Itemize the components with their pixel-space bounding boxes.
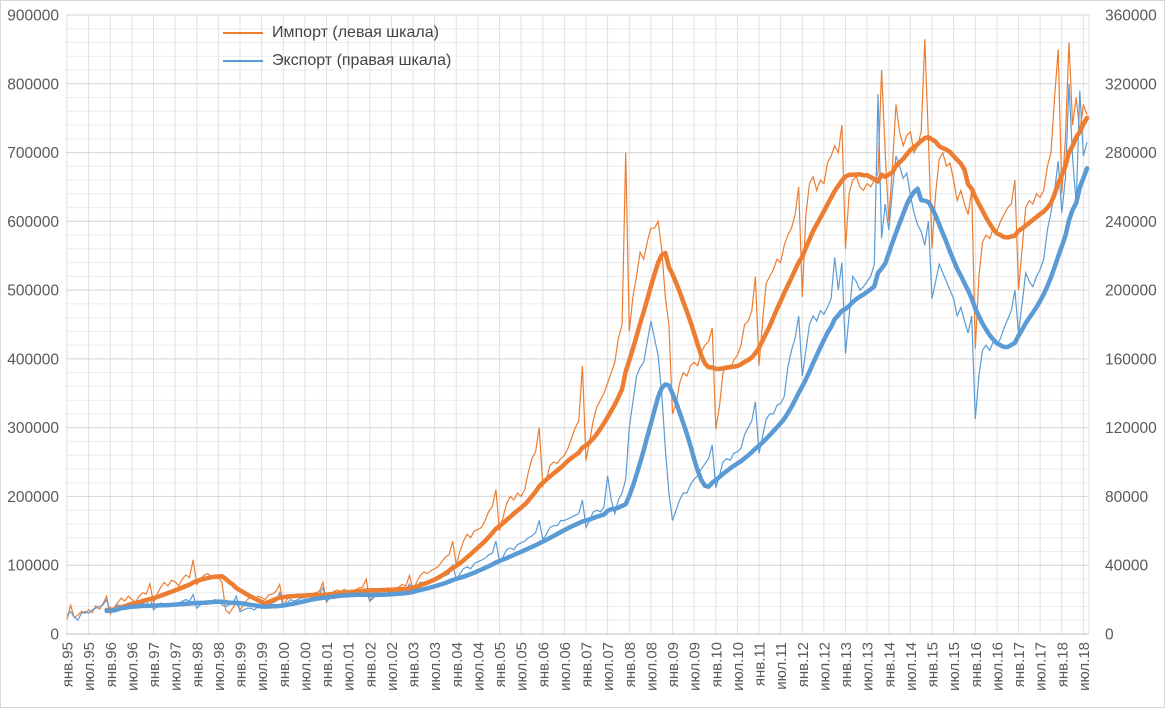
export-line-swatch (223, 60, 263, 62)
svg-text:июл.02: июл.02 (384, 642, 401, 691)
svg-text:800000: 800000 (7, 76, 59, 93)
svg-text:янв.09: янв.09 (665, 642, 682, 687)
svg-text:янв.13: янв.13 (838, 642, 855, 687)
svg-text:80000: 80000 (1105, 489, 1148, 506)
legend-item-import: Импорт (левая шкала) (223, 19, 451, 47)
svg-text:июл.00: июл.00 (297, 642, 314, 691)
export-trend-line (104, 166, 1090, 614)
svg-text:600000: 600000 (7, 214, 59, 231)
svg-text:янв.17: янв.17 (1011, 642, 1028, 687)
svg-text:июл.09: июл.09 (687, 642, 704, 691)
svg-text:июл.07: июл.07 (600, 642, 617, 691)
svg-text:янв.98: янв.98 (189, 642, 206, 687)
svg-text:280000: 280000 (1105, 145, 1157, 162)
svg-text:янв.08: янв.08 (622, 642, 639, 687)
svg-text:июл.03: июл.03 (427, 642, 444, 691)
svg-text:0: 0 (50, 627, 59, 644)
svg-text:июл.10: июл.10 (730, 642, 747, 691)
svg-text:янв.14: янв.14 (881, 642, 898, 687)
svg-text:июл.01: июл.01 (341, 642, 358, 691)
svg-text:360000: 360000 (1105, 8, 1157, 25)
svg-text:янв.95: янв.95 (60, 642, 77, 687)
svg-text:160000: 160000 (1105, 351, 1157, 368)
svg-text:янв.01: янв.01 (319, 642, 336, 687)
svg-text:июл.15: июл.15 (946, 642, 963, 691)
svg-text:июл.04: июл.04 (470, 642, 487, 691)
svg-text:июл.14: июл.14 (903, 642, 920, 691)
svg-text:янв.16: янв.16 (968, 642, 985, 687)
svg-text:янв.12: янв.12 (795, 642, 812, 687)
svg-text:июл.96: июл.96 (124, 642, 141, 691)
svg-text:июл.17: июл.17 (1033, 642, 1050, 691)
svg-text:янв.10: янв.10 (708, 642, 725, 687)
svg-text:июл.13: июл.13 (860, 642, 877, 691)
svg-text:янв.06: янв.06 (535, 642, 552, 687)
svg-text:240000: 240000 (1105, 214, 1157, 231)
svg-text:июл.06: июл.06 (557, 642, 574, 691)
svg-text:200000: 200000 (1105, 283, 1157, 300)
chart-legend: Импорт (левая шкала) Экспорт (правая шка… (223, 19, 451, 75)
svg-text:320000: 320000 (1105, 76, 1157, 93)
svg-text:700000: 700000 (7, 145, 59, 162)
export-monthly-line (66, 83, 1088, 622)
right-axis-labels: 0 40000 80000 120000 160000 200000 240000 28000… (1105, 8, 1157, 644)
gridlines-horizontal-minor (66, 28, 1089, 621)
svg-text:янв.05: янв.05 (492, 642, 509, 687)
svg-text:июл.98: июл.98 (211, 642, 228, 691)
svg-text:200000: 200000 (7, 489, 59, 506)
svg-text:янв.07: янв.07 (579, 642, 596, 687)
svg-text:янв.00: янв.00 (276, 642, 293, 687)
svg-text:июл.18: июл.18 (1076, 642, 1093, 691)
svg-text:янв.04: янв.04 (449, 642, 466, 687)
svg-text:300000: 300000 (7, 420, 59, 437)
x-axis-labels: янв.95 июл.95 янв.96 июл.96 янв.97 июл.97 янв.… (60, 642, 1093, 691)
left-axis-labels: 0 100000 200000 300000 400000 500000 600000 700… (7, 8, 59, 644)
svg-text:июл.11: июл.11 (773, 642, 790, 690)
svg-text:янв.99: янв.99 (233, 642, 250, 687)
legend-label-import: Импорт (левая шкала) (272, 24, 439, 41)
import-monthly-line (66, 39, 1088, 620)
svg-text:июл.16: июл.16 (989, 642, 1006, 691)
svg-text:июл.05: июл.05 (514, 642, 531, 691)
svg-text:янв.97: янв.97 (146, 642, 163, 687)
gridlines-horizontal-major (66, 14, 1089, 566)
svg-text:янв.18: янв.18 (1054, 642, 1071, 687)
svg-text:янв.02: янв.02 (362, 642, 379, 687)
svg-text:июл.12: июл.12 (816, 642, 833, 691)
svg-text:янв.03: янв.03 (406, 642, 423, 687)
svg-text:июл.97: июл.97 (168, 642, 185, 691)
svg-text:900000: 900000 (7, 8, 59, 25)
svg-text:июл.99: июл.99 (254, 642, 271, 691)
import-trend-line (104, 115, 1090, 613)
svg-text:0: 0 (1105, 627, 1114, 644)
svg-text:янв.96: янв.96 (103, 642, 120, 687)
legend-item-export: Экспорт (правая шкала) (223, 47, 451, 75)
svg-text:500000: 500000 (7, 283, 59, 300)
svg-text:янв.15: янв.15 (925, 642, 942, 687)
import-line-swatch (223, 32, 263, 34)
svg-text:июл.95: июл.95 (81, 642, 98, 691)
svg-text:июл.08: июл.08 (643, 642, 660, 691)
svg-text:100000: 100000 (7, 558, 59, 575)
svg-text:120000: 120000 (1105, 420, 1157, 437)
legend-label-export: Экспорт (правая шкала) (272, 52, 452, 69)
svg-text:400000: 400000 (7, 351, 59, 368)
svg-text:40000: 40000 (1105, 558, 1148, 575)
svg-text:янв.11: янв.11 (752, 642, 769, 686)
gridlines-vertical (66, 15, 1090, 634)
